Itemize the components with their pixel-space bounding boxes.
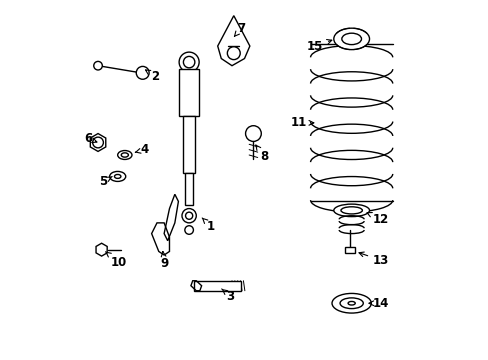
Text: 4: 4 xyxy=(135,143,149,156)
Bar xyxy=(183,116,195,173)
Ellipse shape xyxy=(118,150,132,159)
Ellipse shape xyxy=(331,293,370,313)
Circle shape xyxy=(93,137,103,148)
Text: 10: 10 xyxy=(105,252,126,269)
Bar xyxy=(345,247,354,253)
Circle shape xyxy=(184,226,193,234)
Ellipse shape xyxy=(109,171,125,181)
Text: 7: 7 xyxy=(234,22,245,36)
Ellipse shape xyxy=(347,301,354,305)
Text: 8: 8 xyxy=(255,145,268,163)
Circle shape xyxy=(227,47,240,60)
Circle shape xyxy=(94,62,102,70)
Circle shape xyxy=(183,57,194,68)
Text: 11: 11 xyxy=(290,116,313,129)
Circle shape xyxy=(182,208,196,223)
Circle shape xyxy=(179,52,199,72)
Text: 6: 6 xyxy=(84,132,97,145)
Text: 12: 12 xyxy=(366,212,388,226)
Text: 15: 15 xyxy=(306,40,331,53)
Ellipse shape xyxy=(114,175,121,179)
Text: 1: 1 xyxy=(202,218,215,233)
Bar xyxy=(179,69,198,116)
Text: 3: 3 xyxy=(221,289,234,303)
Circle shape xyxy=(185,212,192,219)
Bar xyxy=(194,281,241,291)
Text: 2: 2 xyxy=(145,70,160,83)
Circle shape xyxy=(245,126,261,141)
Circle shape xyxy=(136,66,149,79)
Text: 9: 9 xyxy=(160,252,168,270)
Text: 14: 14 xyxy=(368,297,388,310)
Text: 5: 5 xyxy=(99,175,112,188)
Ellipse shape xyxy=(121,153,128,157)
Ellipse shape xyxy=(340,207,362,214)
Text: 13: 13 xyxy=(358,252,388,267)
Ellipse shape xyxy=(339,298,363,309)
Ellipse shape xyxy=(333,204,369,217)
Bar xyxy=(184,173,193,205)
Ellipse shape xyxy=(333,28,369,50)
Ellipse shape xyxy=(341,33,361,45)
